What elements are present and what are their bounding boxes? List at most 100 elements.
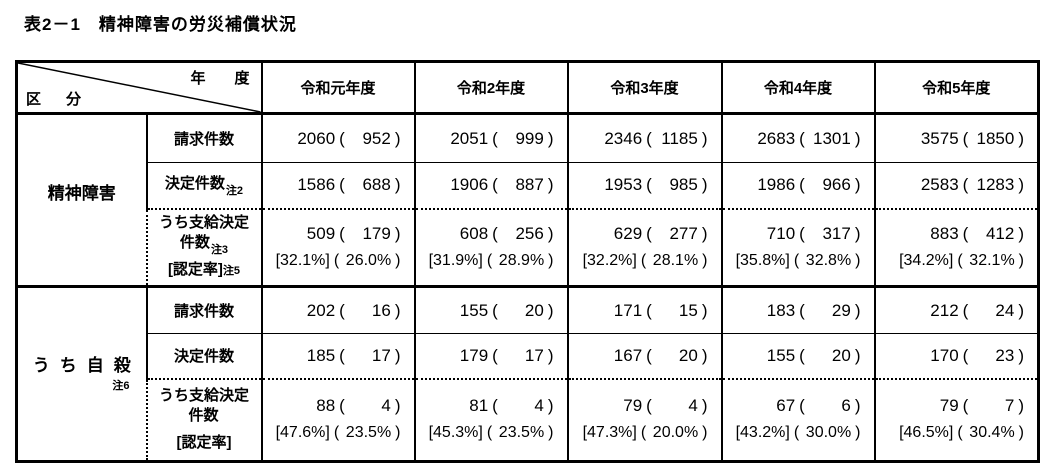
cell-main-value: 2583 <box>920 175 959 195</box>
sub-label-decisions: 決定件数 <box>145 333 262 379</box>
close-paren: ) <box>547 396 554 416</box>
cell-paren-value: 29 <box>831 300 851 320</box>
value-cell: 155(20) <box>720 333 875 379</box>
close-paren: ) <box>394 396 401 416</box>
cell-paren-value: 317 <box>822 223 851 243</box>
header-row: 年 度 区 分 令和元年度 令和2年度 令和3年度 令和4年度 令和5年度 <box>17 61 1039 114</box>
cell-main-value: 202 <box>306 300 336 320</box>
cell-paren-value: 952 <box>362 128 391 148</box>
year-header-cell: 令和2年度 <box>413 61 568 114</box>
open-paren: ( <box>492 128 498 148</box>
value-cell: 1586(688) <box>260 162 415 209</box>
value-cell: 171(15) <box>566 285 722 334</box>
cell-main-value: 1953 <box>604 175 643 195</box>
cell-main-value: 2060 <box>297 128 336 148</box>
cell-paren-value: 1850 <box>976 128 1015 148</box>
cell-main-value: [47.3%] <box>582 424 637 442</box>
sub-label-text: 請求件数 <box>173 131 234 148</box>
cell-main-value: 2051 <box>450 128 489 148</box>
close-paren: ) <box>1018 345 1024 365</box>
year-header-cell: 令和4年度 <box>720 61 875 114</box>
open-paren: ( <box>339 128 345 148</box>
year-header-cell: 令和3年度 <box>566 61 722 114</box>
open-paren: ( <box>793 424 800 442</box>
cell-main-value: [46.5%] <box>899 424 954 442</box>
cell-paren-value: 966 <box>822 175 851 195</box>
value-cell: 1986(966) <box>720 162 875 209</box>
cell-paren-value: 7 <box>1004 396 1015 416</box>
cell-main-value: 509 <box>306 223 336 243</box>
open-paren: ( <box>333 424 340 442</box>
cell-paren-value: 179 <box>362 223 391 243</box>
cell-paren-value: 32.8% <box>805 251 852 269</box>
suicide-decisions-row: 決定件数 185(17) 179(17) 167(20) 155(20) 170… <box>17 333 1039 379</box>
cell-paren-value: 1185 <box>661 128 698 148</box>
cell-paren-value: 20 <box>831 345 851 365</box>
close-paren: ) <box>1018 300 1024 320</box>
rate-line: [47.3%](20.0%) <box>569 422 721 444</box>
value-cell: 2346(1185) <box>566 112 722 163</box>
rate-line: [32.1%](26.0%) <box>263 250 414 272</box>
close-paren: ) <box>855 424 861 442</box>
close-paren: ) <box>547 175 554 195</box>
value-cell: 212(24) <box>873 285 1039 334</box>
cell-main-value: 2683 <box>757 128 796 148</box>
open-paren: ( <box>799 345 805 365</box>
open-paren: ( <box>799 223 805 243</box>
cell-paren-value: 28.9% <box>498 251 545 269</box>
open-paren: ( <box>962 345 969 365</box>
close-paren: ) <box>394 175 401 195</box>
close-paren: ) <box>394 128 401 148</box>
open-paren: ( <box>799 175 805 195</box>
open-paren: ( <box>492 300 498 320</box>
open-paren: ( <box>799 396 805 416</box>
open-paren: ( <box>492 345 498 365</box>
close-paren: ) <box>855 251 861 269</box>
rate-line: [43.2%](30.0%) <box>723 422 874 444</box>
cell-paren-value: 17 <box>524 345 544 365</box>
cell-main-value: 155 <box>766 345 796 365</box>
value-cell: 509(179) [32.1%](26.0%) <box>260 207 415 287</box>
open-paren: ( <box>640 251 647 269</box>
value-cell: 155(20) <box>413 285 568 334</box>
close-paren: ) <box>394 223 401 243</box>
group-note <box>18 205 146 217</box>
value-cell: 81(4) [45.3%](23.5%) <box>413 377 568 462</box>
cell-main-value: 883 <box>930 223 959 243</box>
sub-label-line1: うち支給決定 <box>158 214 249 232</box>
cell-main-value: [31.9%] <box>428 251 483 269</box>
close-paren: ) <box>1018 175 1024 195</box>
sub-label-text: 決定件数 <box>164 175 225 193</box>
open-paren: ( <box>646 128 652 148</box>
cell-main-value: 185 <box>306 345 336 365</box>
rate-line: [34.2%](32.1%) <box>876 250 1038 272</box>
close-paren: ) <box>701 345 708 365</box>
open-paren: ( <box>957 251 963 269</box>
cell-paren-value: 277 <box>669 223 698 243</box>
close-paren: ) <box>547 300 554 320</box>
sub-label-decisions: 決定件数注2 <box>145 162 262 209</box>
cell-paren-value: 30.0% <box>805 424 852 442</box>
axis-label-category: 区 分 <box>26 91 87 108</box>
open-paren: ( <box>957 424 963 442</box>
open-paren: ( <box>486 424 493 442</box>
cell-paren-value: 688 <box>362 175 391 195</box>
year-header-cell: 令和元年度 <box>260 61 415 114</box>
cell-paren-value: 32.1% <box>969 251 1015 269</box>
cell-paren-value: 30.4% <box>969 424 1015 442</box>
value-cell: 67(6) [43.2%](30.0%) <box>720 377 875 462</box>
value-cell: 88(4) [47.6%](23.5%) <box>260 377 415 462</box>
open-paren: ( <box>339 175 345 195</box>
sub-label-line1: うち支給決定 <box>158 386 249 404</box>
close-paren: ) <box>1018 128 1024 148</box>
value-cell: 710(317) [35.8%](32.8%) <box>720 207 875 287</box>
value-cell: 883(412) [34.2%](32.1%) <box>873 207 1039 287</box>
cell-paren-value: 15 <box>678 300 698 320</box>
cell-paren-value: 256 <box>515 223 544 243</box>
cell-paren-value: 887 <box>515 175 544 195</box>
close-paren: ) <box>395 251 401 269</box>
cell-main-value: 710 <box>766 223 796 243</box>
close-paren: ) <box>1018 251 1024 269</box>
suicide-claims-row: うち自殺 注6 請求件数 202(16) 155(20) 171(15) 183… <box>16 285 1039 462</box>
close-paren: ) <box>854 396 861 416</box>
